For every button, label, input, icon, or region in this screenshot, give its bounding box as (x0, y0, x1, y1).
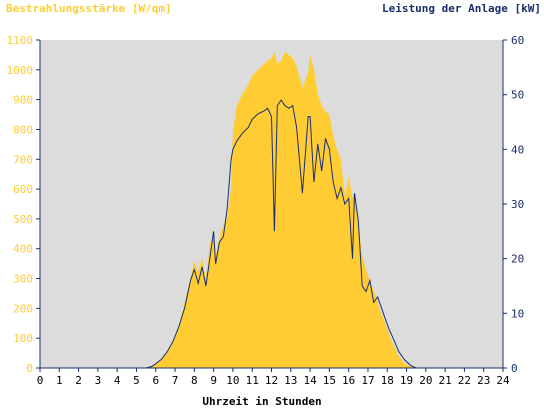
x-tick-label: 17 (361, 374, 374, 387)
x-tick-label: 9 (210, 374, 217, 387)
y-left-tick-label: 500 (13, 213, 33, 226)
y-right-tick-label: 10 (511, 307, 524, 320)
y-right-tick-label: 30 (511, 198, 524, 211)
axes-layer: 0 1 2 3 4 5 6 7 8 9 10 11 12 13 14 15 16 17 18 19 20 21 22 23 24… (7, 34, 525, 387)
y-left-tick-label: 700 (13, 153, 33, 166)
x-tick-label: 21 (439, 374, 452, 387)
x-tick-label: 0 (37, 374, 44, 387)
series-layer (40, 51, 503, 369)
x-tick-label: 3 (95, 374, 102, 387)
x-tick-label: 4 (114, 374, 121, 387)
x-tick-label: 2 (75, 374, 82, 387)
left-axis-title: Bestrahlungsstärke [W/qm] (6, 2, 172, 15)
x-tick-label: 16 (342, 374, 355, 387)
x-tick-label: 13 (284, 374, 297, 387)
x-tick-label: 8 (191, 374, 198, 387)
y-right-tick-label: 50 (511, 89, 524, 102)
x-tick-label: 12 (265, 374, 278, 387)
x-tick-label: 5 (133, 374, 140, 387)
x-tick-label: 11 (246, 374, 259, 387)
x-tick-label: 23 (477, 374, 490, 387)
y-left-tick-label: 400 (13, 243, 33, 256)
x-tick-label: 20 (419, 374, 432, 387)
y-left-tick-label: 300 (13, 273, 33, 286)
x-tick-label: 1 (56, 374, 63, 387)
y-left-tick-label: 200 (13, 302, 33, 315)
power-line (40, 99, 503, 369)
x-tick-label: 15 (323, 374, 336, 387)
y-right-tick-label: 0 (511, 362, 518, 375)
y-left-tick-label: 0 (26, 362, 33, 375)
x-tick-label: 7 (172, 374, 179, 387)
x-tick-label: 18 (381, 374, 394, 387)
x-tick-label: 19 (400, 374, 413, 387)
x-tick-label: 22 (458, 374, 471, 387)
y-left-tick-label: 900 (13, 94, 33, 107)
x-tick-label: 24 (496, 374, 510, 387)
y-left-tick-label: 600 (13, 183, 33, 196)
y-right-tick-label: 40 (511, 143, 524, 156)
x-tick-label: 14 (303, 374, 317, 387)
y-left-tick-label: 800 (13, 123, 33, 136)
y-left-tick-label: 1100 (7, 34, 34, 47)
x-tick-label: 6 (152, 374, 159, 387)
y-left-tick-label: 100 (13, 332, 33, 345)
x-axis-title: Uhrzeit in Stunden (202, 395, 321, 408)
x-tick-label: 10 (226, 374, 239, 387)
y-left-tick-label: 1000 (7, 64, 34, 77)
y-right-tick-label: 60 (511, 34, 524, 47)
right-axis-title: Leistung der Anlage [kW] (382, 2, 541, 15)
y-right-tick-label: 20 (511, 253, 524, 266)
irradiance-area (40, 51, 503, 369)
